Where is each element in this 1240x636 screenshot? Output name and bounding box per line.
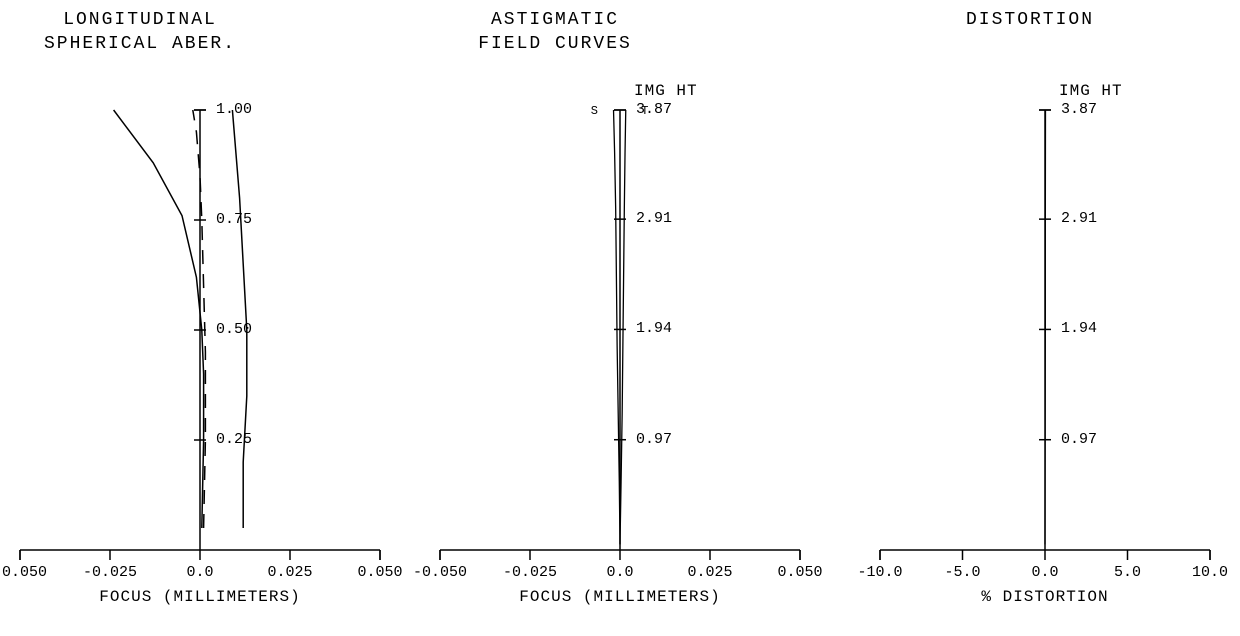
dist-title-1: DISTORTION: [966, 10, 1094, 30]
sph-curve-1: [232, 110, 246, 528]
dist-xtick-4: 10.0: [1192, 564, 1228, 581]
ast-tangential: [620, 110, 626, 544]
dist-y-header: IMG HT: [1059, 82, 1123, 100]
sph-ytick-2: 0.75: [216, 211, 252, 228]
ast-xtick-3: 0.025: [687, 564, 732, 581]
ast-s-label: S: [591, 104, 598, 118]
sph-ytick-3: 1.00: [216, 101, 252, 118]
ast-ytick-0: 0.97: [636, 431, 672, 448]
dist-xtick-1: -5.0: [944, 564, 980, 581]
sph-ytick-0: 0.25: [216, 431, 252, 448]
sph-xtick-3: 0.025: [267, 564, 312, 581]
dist-ytick-2: 2.91: [1061, 210, 1097, 227]
ast-x-axis-label: FOCUS (MILLIMETERS): [519, 588, 720, 606]
aberration-charts-svg: [0, 0, 1240, 636]
dist-x-axis-label: % DISTORTION: [981, 588, 1108, 606]
dist-xtick-3: 5.0: [1114, 564, 1141, 581]
ast-xtick-2: 0.0: [606, 564, 633, 581]
sph-title-1: LONGITUDINAL: [63, 10, 217, 30]
ast-t-label: T: [641, 104, 648, 118]
ast-ytick-2: 2.91: [636, 210, 672, 227]
sph-curve-2: [114, 110, 204, 528]
ast-ytick-1: 1.94: [636, 320, 672, 337]
ast-y-header: IMG HT: [634, 82, 698, 100]
sph-xtick-4: 0.050: [357, 564, 402, 581]
ast-xtick-4: 0.050: [777, 564, 822, 581]
ast-xtick-0: -0.050: [413, 564, 467, 581]
sph-x-axis-label: FOCUS (MILLIMETERS): [99, 588, 300, 606]
ast-xtick-1: -0.025: [503, 564, 557, 581]
sph-xtick-0: -0.050: [0, 564, 47, 581]
sph-title-2: SPHERICAL ABER.: [44, 34, 236, 54]
ast-sagittal: [614, 110, 620, 544]
dist-ytick-3: 3.87: [1061, 101, 1097, 118]
sph-ytick-1: 0.50: [216, 321, 252, 338]
dist-xtick-0: -10.0: [857, 564, 902, 581]
sph-xtick-2: 0.0: [186, 564, 213, 581]
sph-xtick-1: -0.025: [83, 564, 137, 581]
dist-ytick-1: 1.94: [1061, 320, 1097, 337]
dist-xtick-2: 0.0: [1031, 564, 1058, 581]
ast-title-1: ASTIGMATIC: [491, 10, 619, 30]
ast-title-2: FIELD CURVES: [478, 34, 632, 54]
dist-ytick-0: 0.97: [1061, 431, 1097, 448]
